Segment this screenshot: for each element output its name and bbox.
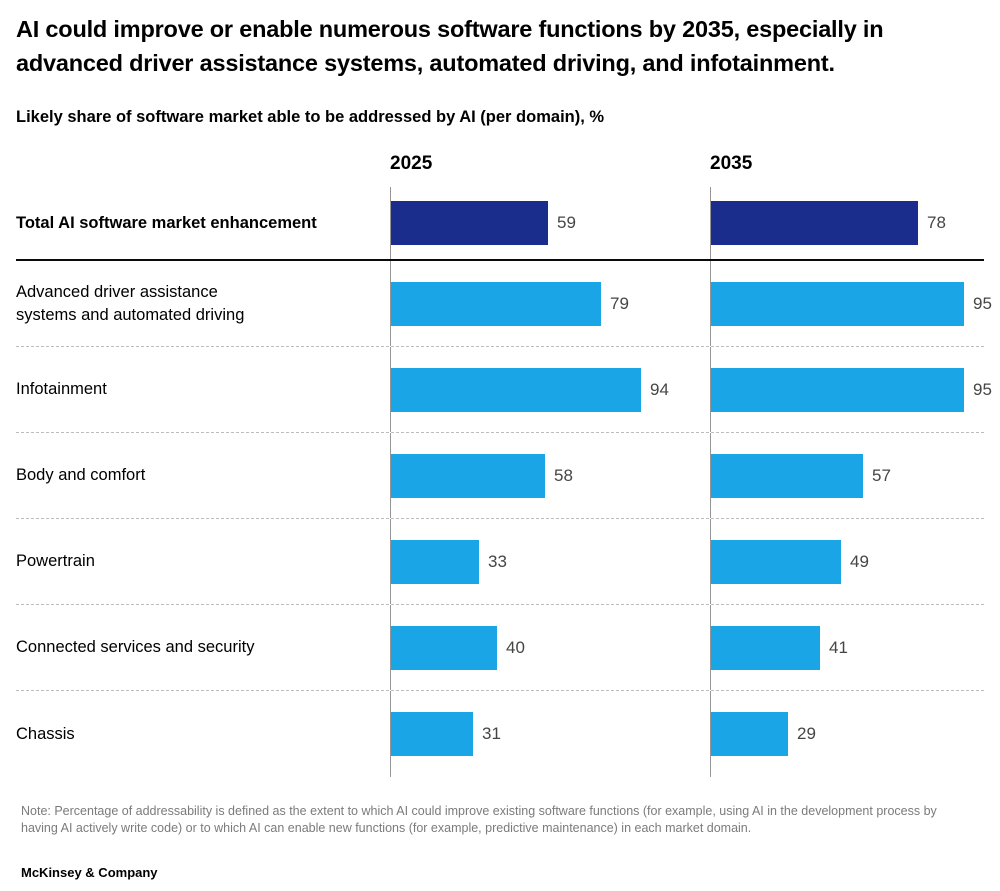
bar-2035: [711, 281, 964, 326]
bar-cell-2035: 41: [710, 605, 990, 690]
chart-row: Powertrain 33 49: [16, 519, 984, 605]
bar-value-2035: 78: [927, 213, 946, 232]
chart-row: Total AI software market enhancement 59 …: [16, 187, 984, 261]
bar-2035: [711, 201, 918, 245]
bar-cell-2025: 33: [390, 519, 710, 604]
bar-2025: [391, 453, 545, 498]
row-label-cell: Total AI software market enhancement: [16, 187, 390, 259]
row-label: Advanced driver assistance systems and a…: [16, 282, 245, 324]
row-label-cell: Chassis: [16, 691, 390, 777]
bar-cell-2035: 57: [710, 433, 990, 518]
bar-2035: [711, 453, 863, 498]
row-label: Total AI software market enhancement: [16, 213, 317, 232]
bar-value-2025: 33: [488, 551, 507, 571]
chart-row: Body and comfort 58 57: [16, 433, 984, 519]
bar-cell-2025: 94: [390, 347, 710, 432]
row-label-cell: Infotainment: [16, 347, 390, 432]
bar-2025: [391, 712, 473, 756]
row-label: Powertrain: [16, 552, 95, 570]
bar-value-2025: 58: [554, 465, 573, 485]
bar-cell-2025: 40: [390, 605, 710, 690]
row-label: Body and comfort: [16, 466, 146, 484]
row-label-cell: Body and comfort: [16, 433, 390, 518]
chart-subtitle: Likely share of software market able to …: [16, 108, 605, 126]
bar-value-2035: 41: [829, 637, 848, 657]
bar-value-2025: 40: [506, 637, 525, 657]
bar-value-2025: 31: [482, 724, 501, 743]
bar-2035: [711, 367, 964, 412]
bar-value-2025: 79: [610, 293, 629, 313]
bar-cell-2025: 58: [390, 433, 710, 518]
bar-value-2035: 95: [973, 379, 992, 399]
spacer-cell: [16, 153, 390, 187]
column-header-2035: 2035: [710, 153, 753, 174]
bar-2025: [391, 539, 479, 584]
bar-2035: [711, 712, 788, 756]
bar-2025: [391, 367, 641, 412]
bar-2025: [391, 201, 548, 245]
chart-row: Connected services and security 40 41: [16, 605, 984, 691]
bar-2025: [391, 281, 601, 326]
row-label: Infotainment: [16, 380, 107, 398]
row-label-cell: Connected services and security: [16, 605, 390, 690]
bar-cell-2035: 78: [710, 187, 990, 259]
row-label-cell: Powertrain: [16, 519, 390, 604]
bar-cell-2025: 79: [390, 261, 710, 346]
column-header-2025: 2025: [390, 153, 433, 174]
bar-2025: [391, 625, 497, 670]
bar-2035: [711, 539, 841, 584]
chart-column-headers: 2025 2035: [16, 153, 984, 187]
bar-2035: [711, 625, 820, 670]
bar-cell-2035: 95: [710, 261, 992, 346]
bar-value-2025: 94: [650, 379, 669, 399]
bar-value-2035: 29: [797, 724, 816, 743]
bar-value-2025: 59: [557, 213, 576, 232]
row-label: Chassis: [16, 724, 75, 743]
footnote: Note: Percentage of addressability is de…: [21, 804, 937, 835]
bar-cell-2035: 49: [710, 519, 990, 604]
bar-cell-2025: 31: [390, 691, 710, 777]
chart-title: AI could improve or enable numerous soft…: [16, 16, 884, 76]
bar-cell-2035: 95: [710, 347, 992, 432]
chart-row: Infotainment 94 95: [16, 347, 992, 433]
bar-value-2035: 95: [973, 293, 992, 313]
bar-value-2035: 57: [872, 465, 891, 485]
bar-cell-2025: 59: [390, 187, 710, 259]
row-label-cell: Advanced driver assistance systems and a…: [16, 261, 390, 346]
row-label: Connected services and security: [16, 638, 255, 656]
mckinsey-wordmark: McKinsey & Company: [21, 865, 158, 880]
bar-value-2035: 49: [850, 551, 869, 571]
bar-cell-2035: 29: [710, 691, 990, 777]
chart-row: Advanced driver assistance systems and a…: [16, 261, 992, 347]
bar-chart: 2025 2035 Total AI software market enhan…: [16, 153, 992, 777]
chart-rows: Total AI software market enhancement 59 …: [16, 187, 992, 777]
chart-row: Chassis 31 29: [16, 691, 984, 777]
